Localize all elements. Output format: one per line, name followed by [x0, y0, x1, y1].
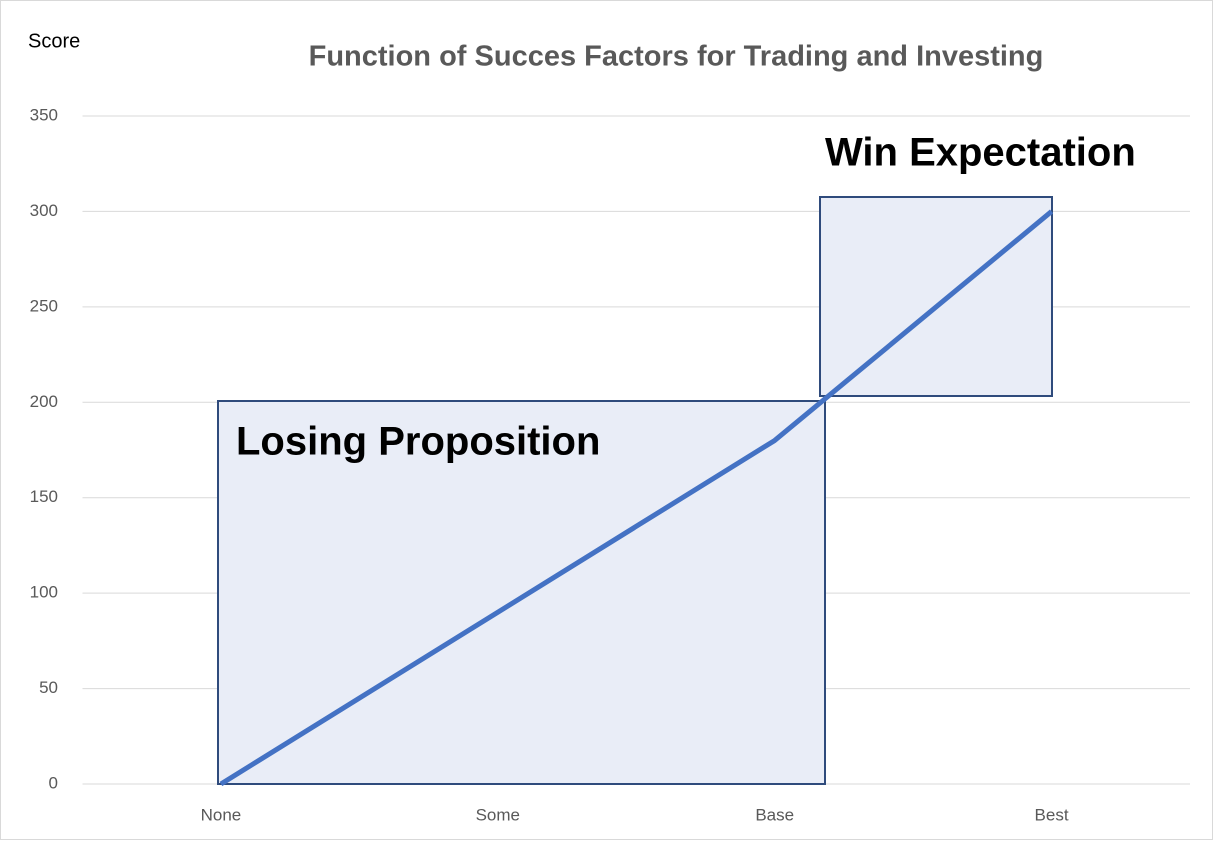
win-box [819, 196, 1053, 397]
y-tick-label: 200 [30, 392, 58, 411]
annotation: Losing Proposition [236, 420, 600, 464]
y-tick-label: 150 [30, 487, 58, 506]
line-series [219, 209, 1054, 787]
y-tick-label: 100 [30, 583, 58, 602]
x-tick-label: Base [755, 805, 794, 824]
y-tick-label: 50 [39, 678, 58, 697]
x-tick-label: None [201, 805, 242, 824]
y-tick-label: 0 [49, 773, 58, 792]
y-tick-label: 350 [30, 105, 58, 124]
x-tick-label: Some [476, 805, 520, 824]
y-tick-label: 250 [30, 296, 58, 315]
y-tick-label: 300 [30, 201, 58, 220]
y-axis-label: Score [28, 30, 80, 52]
annotation: Win Expectation [825, 131, 1136, 175]
x-tick-label: Best [1035, 805, 1069, 824]
chart-title: Function of Succes Factors for Trading a… [309, 41, 1044, 73]
